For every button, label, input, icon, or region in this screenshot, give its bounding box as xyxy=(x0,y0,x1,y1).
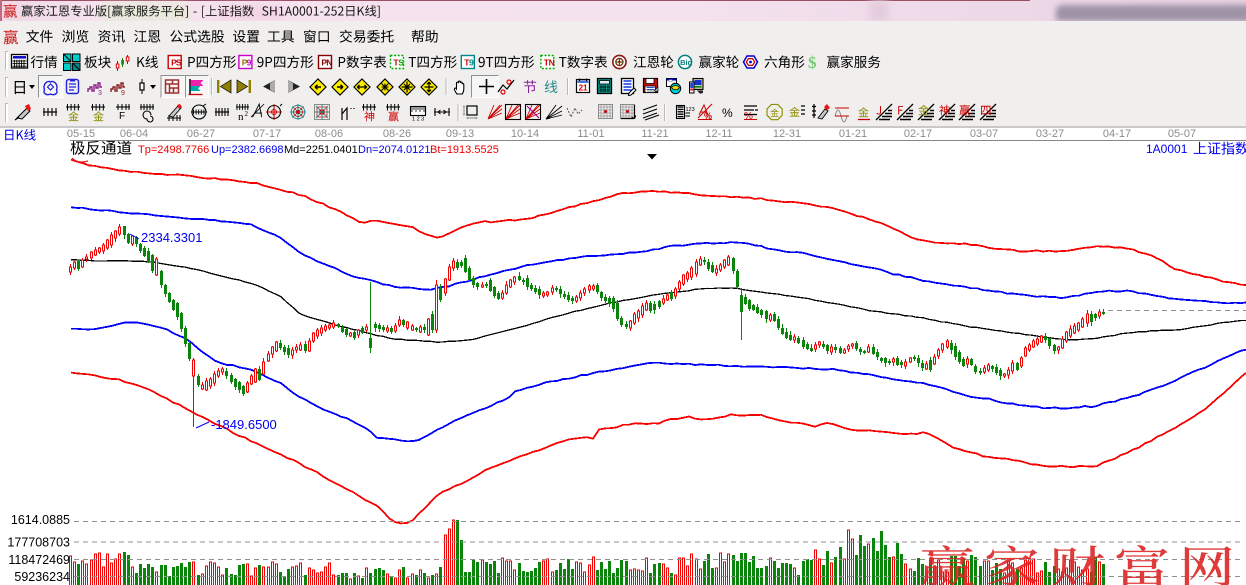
svg-text:Up=2382.6698: Up=2382.6698 xyxy=(211,144,283,156)
svg-text:%: % xyxy=(744,111,753,122)
svg-text:9: 9 xyxy=(121,90,125,97)
svg-text:06-27: 06-27 xyxy=(187,128,215,140)
svg-text:9: 9 xyxy=(469,58,474,68)
svg-text:N: N xyxy=(326,58,332,68)
svg-text:3: 3 xyxy=(98,90,102,97)
svg-text:2: 2 xyxy=(245,110,249,118)
svg-text:08-26: 08-26 xyxy=(383,128,411,140)
svg-text:N: N xyxy=(549,58,555,68)
svg-text:11-21: 11-21 xyxy=(641,128,668,140)
svg-text:123: 123 xyxy=(686,107,695,113)
svg-text:T: T xyxy=(393,58,399,68)
svg-text:Bt=1913.5525: Bt=1913.5525 xyxy=(430,144,499,156)
svg-text:08-06: 08-06 xyxy=(315,128,343,140)
svg-text:12-11: 12-11 xyxy=(705,128,732,140)
svg-text:59236234: 59236234 xyxy=(14,570,70,584)
svg-text:P: P xyxy=(242,58,248,68)
svg-text:05-15: 05-15 xyxy=(67,128,95,140)
svg-text:07-17: 07-17 xyxy=(253,128,281,140)
svg-text:F: F xyxy=(119,111,125,122)
svg-text:1 2 3: 1 2 3 xyxy=(412,117,424,123)
svg-text:P: P xyxy=(171,58,177,68)
svg-text:05-07: 05-07 xyxy=(1168,128,1196,140)
svg-text:02-17: 02-17 xyxy=(904,128,932,140)
svg-text:06-04: 06-04 xyxy=(120,128,148,140)
svg-text:Big: Big xyxy=(680,58,693,67)
svg-text:T: T xyxy=(544,58,550,68)
svg-text:2334.3301: 2334.3301 xyxy=(141,230,202,245)
svg-text:P: P xyxy=(321,58,327,68)
svg-text:09-13: 09-13 xyxy=(446,128,474,140)
svg-text:S: S xyxy=(398,58,404,68)
svg-text:Md=2251.0401: Md=2251.0401 xyxy=(284,144,358,156)
svg-text:-1849.6500: -1849.6500 xyxy=(211,417,277,432)
svg-text:T: T xyxy=(464,58,470,68)
svg-text:%: % xyxy=(704,111,712,121)
svg-text:$: $ xyxy=(808,53,817,72)
svg-text:118472469: 118472469 xyxy=(8,553,70,567)
svg-text:177708703: 177708703 xyxy=(7,536,70,550)
svg-text:1A0001: 1A0001 xyxy=(1146,142,1188,156)
svg-text:S: S xyxy=(176,58,182,68)
svg-text:03-07: 03-07 xyxy=(970,128,998,140)
svg-text:10-14: 10-14 xyxy=(511,128,539,140)
svg-text:Tp=2498.7766: Tp=2498.7766 xyxy=(138,144,209,156)
svg-text:n: n xyxy=(238,111,244,123)
svg-text:12-31: 12-31 xyxy=(773,128,801,140)
svg-text:03-27: 03-27 xyxy=(1036,128,1064,140)
svg-text:%: % xyxy=(722,106,733,120)
svg-text:21: 21 xyxy=(579,84,588,93)
svg-text:11-01: 11-01 xyxy=(577,128,604,140)
svg-text:9: 9 xyxy=(247,58,252,68)
svg-text:01-21: 01-21 xyxy=(839,128,867,140)
svg-text:Dn=2074.0121: Dn=2074.0121 xyxy=(358,144,430,156)
svg-text:04-17: 04-17 xyxy=(1103,128,1131,140)
svg-text:1614.0885: 1614.0885 xyxy=(11,513,70,527)
